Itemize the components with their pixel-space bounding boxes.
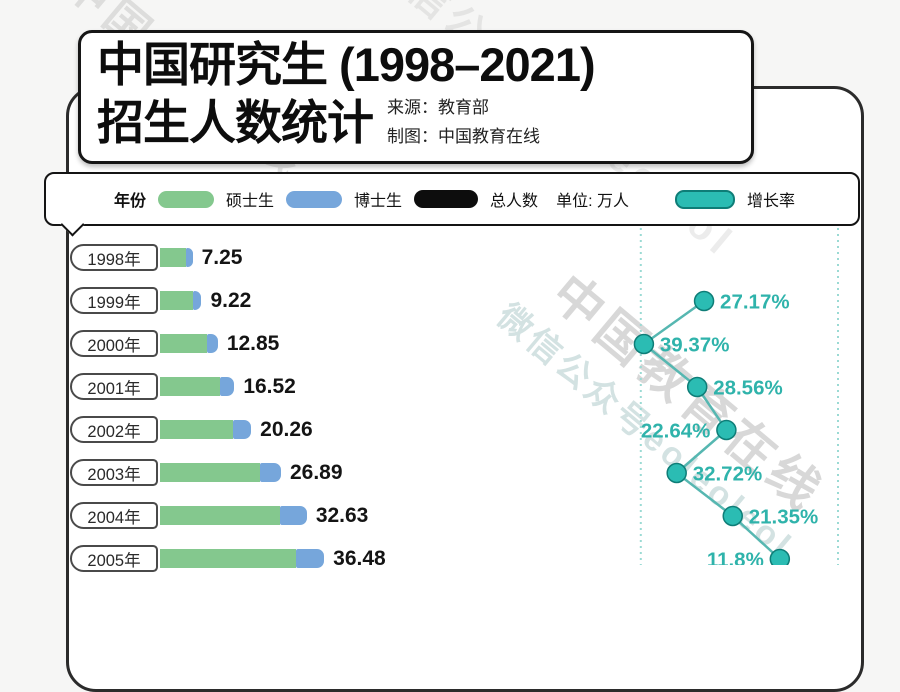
year-label: 1999年 xyxy=(70,287,158,314)
enrollment-bar xyxy=(160,549,325,568)
masters-swatch xyxy=(158,190,215,208)
enrollment-bar xyxy=(160,377,235,396)
year-label: 1998年 xyxy=(70,244,158,271)
doctoral-swatch xyxy=(286,190,343,208)
table-row: 1999年 9.22 xyxy=(70,279,630,322)
phd-bar-segment xyxy=(296,549,325,568)
year-label: 2001年 xyxy=(70,373,158,400)
page-title-line1: 中国研究生 (1998–2021) xyxy=(97,38,596,91)
credit-text: 制图：中国教育在线 xyxy=(387,127,540,147)
growth-swatch xyxy=(674,189,735,209)
table-row: 2004年 32.63 xyxy=(70,494,630,537)
masters-bar-segment xyxy=(160,377,221,396)
total-value: 26.89 xyxy=(289,460,343,484)
enrollment-bar xyxy=(160,420,252,439)
table-row: 2005年 36.48 xyxy=(70,537,630,580)
legend-growth-label: 增长率 xyxy=(746,193,795,210)
unit-label: 单位: 万人 xyxy=(556,193,629,210)
rows-container: 1998年 7.25 1999年 9.22 2000年 12.85 2001年 16.52 20… xyxy=(70,236,630,580)
phd-bar-segment xyxy=(260,463,281,482)
title-box: 中国研究生 (1998–2021) 招生人数统计 来源：教育部 制图：中国教育在… xyxy=(78,30,754,164)
total-value: 32.63 xyxy=(315,503,369,527)
phd-bar-segment xyxy=(186,248,193,267)
total-value: 16.52 xyxy=(243,374,296,398)
masters-bar-segment xyxy=(160,549,297,568)
legend-year-label: 年份 xyxy=(114,193,147,210)
table-row: 2001年 16.52 xyxy=(70,365,630,408)
total-value: 20.26 xyxy=(260,417,313,441)
masters-bar-segment xyxy=(160,506,281,525)
table-row: 2003年 26.89 xyxy=(70,451,630,494)
total-value: 12.85 xyxy=(226,331,280,355)
total-swatch xyxy=(414,190,479,208)
masters-bar-segment xyxy=(160,463,261,482)
masters-bar-segment xyxy=(160,334,207,353)
year-label: 2004年 xyxy=(70,502,158,529)
table-row: 2002年 20.26 xyxy=(70,408,630,451)
phd-bar-segment xyxy=(280,506,307,525)
table-row: 2000年 12.85 xyxy=(70,322,630,365)
page-title-line2: 招生人数统计 xyxy=(97,95,374,149)
legend-masters-label: 硕士生 xyxy=(226,193,275,210)
masters-bar-segment xyxy=(160,248,187,267)
source-text: 来源：教育部 xyxy=(387,97,489,117)
year-label: 2000年 xyxy=(70,330,158,357)
table-row: 1998年 7.25 xyxy=(70,236,630,279)
infographic-page: { "title": { "line1": "中国研究生 (1998–2021)… xyxy=(44,0,864,692)
legend-total-label: 总人数 xyxy=(490,193,539,210)
legend-bar: 年份 硕士生 博士生 总人数 单位: 万人 增长率 xyxy=(44,172,860,237)
phd-bar-segment xyxy=(232,420,252,439)
phd-bar-segment xyxy=(193,291,202,310)
phd-bar-segment xyxy=(220,377,235,396)
total-value: 7.25 xyxy=(201,245,243,269)
masters-bar-segment xyxy=(160,291,194,310)
year-label: 2003年 xyxy=(70,459,158,486)
enrollment-bar xyxy=(160,463,281,482)
phd-bar-segment xyxy=(206,334,218,353)
enrollment-bar xyxy=(160,506,307,525)
enrollment-bar xyxy=(160,291,202,310)
total-value: 36.48 xyxy=(333,546,386,570)
total-value: 9.22 xyxy=(210,288,252,312)
enrollment-bar xyxy=(160,334,218,353)
year-label: 2005年 xyxy=(70,545,158,572)
legend-doctoral-label: 博士生 xyxy=(354,193,403,210)
year-label: 2002年 xyxy=(70,416,158,443)
masters-bar-segment xyxy=(160,420,233,439)
enrollment-bar xyxy=(160,248,193,267)
